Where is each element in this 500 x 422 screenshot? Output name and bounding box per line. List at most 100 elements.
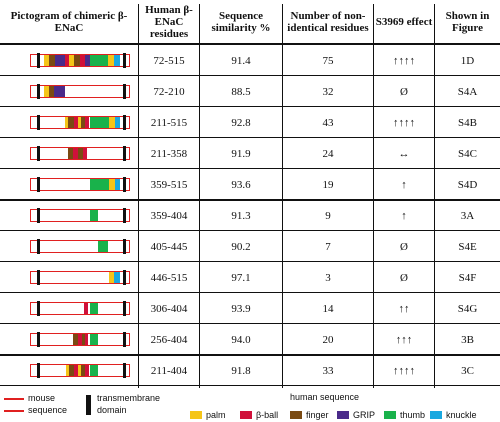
- chimera-pictogram: [30, 363, 130, 378]
- segment-beta-ball: [85, 365, 89, 376]
- legend-item-knuckle: knuckle: [430, 410, 477, 420]
- segment-thumb: [90, 334, 98, 345]
- cell-nonidentical: 33: [322, 364, 334, 377]
- segment-thumb: [90, 210, 98, 221]
- segment-palm: [44, 55, 49, 66]
- segment-palm: [66, 365, 69, 376]
- segment-finger: [78, 148, 83, 159]
- table-row: 72-210 88.5 32 Ø S4A: [0, 76, 500, 107]
- segment-finger: [81, 365, 85, 376]
- legend-item-beta-ball: β-ball: [240, 410, 278, 420]
- table-row: 72-515 91.4 75 ↑↑↑↑ 1D: [0, 45, 500, 76]
- header-effect: S3969 effect: [375, 16, 433, 28]
- table-row: 446-515 97.1 3 Ø S4F: [0, 262, 500, 293]
- cell-figure: 3A: [460, 209, 475, 222]
- cell-figure: 1D: [460, 54, 475, 67]
- cell-nonidentical: 9: [325, 209, 331, 222]
- cell-nonidentical: 14: [322, 302, 334, 315]
- transmembrane-marker: [123, 177, 126, 192]
- transmembrane-marker: [37, 53, 40, 68]
- segment-knuckle: [115, 117, 120, 128]
- header-figure: Shown in Figure: [445, 10, 490, 34]
- segment-beta-ball: [83, 148, 87, 159]
- transmembrane-marker: [123, 115, 126, 130]
- header-similarity: Sequence similarity %: [211, 10, 271, 34]
- cell-figure: S4F: [458, 271, 477, 284]
- transmembrane-marker: [37, 84, 40, 99]
- cell-similarity: 94.0: [231, 333, 251, 346]
- row-divider: [0, 199, 500, 201]
- legend-swatch: [337, 411, 349, 419]
- segment-thumb: [90, 365, 98, 376]
- table-row: 211-358 91.9 24 ↔ S4C: [0, 138, 500, 169]
- column-divider: [434, 4, 435, 388]
- cell-similarity: 91.8: [231, 364, 251, 377]
- row-divider: [0, 75, 500, 76]
- chimera-pictogram: [30, 270, 130, 285]
- table-row: 211-404 91.8 33 ↑↑↑↑ 3C: [0, 355, 500, 386]
- segment-beta-ball: [65, 55, 69, 66]
- cell-effect: Ø: [400, 271, 408, 284]
- segment-beta-ball: [73, 148, 78, 159]
- cell-figure: 3C: [461, 364, 474, 377]
- segment-palm: [69, 55, 74, 66]
- cell-residues: 306-404: [150, 302, 188, 315]
- row-divider: [0, 385, 500, 386]
- segment-finger: [49, 86, 54, 97]
- segment-grip: [55, 55, 65, 66]
- transmembrane-marker: [37, 363, 40, 378]
- row-divider: [0, 323, 500, 324]
- transmembrane-marker: [37, 270, 40, 285]
- table-row: 256-404 94.0 20 ↑↑↑ 3B: [0, 324, 500, 355]
- cell-residues: 256-404: [150, 333, 188, 346]
- table-row: 359-404 91.3 9 ↑ 3A: [0, 200, 500, 231]
- cell-nonidentical: 43: [322, 116, 334, 129]
- segment-finger: [74, 55, 80, 66]
- cell-residues: 359-515: [150, 178, 188, 191]
- chimera-table: Pictogram of chimeric β-ENaC Human β-ENa…: [0, 4, 500, 388]
- cell-effect: ↑↑↑↑: [393, 54, 415, 67]
- column-divider: [282, 4, 283, 388]
- segment-thumb: [90, 117, 109, 128]
- cell-figure: S4D: [457, 178, 478, 191]
- segment-finger: [69, 365, 74, 376]
- legend-item-palm: palm: [190, 410, 226, 420]
- segment-palm: [109, 179, 115, 190]
- cell-residues: 211-358: [150, 147, 188, 160]
- cell-similarity: 93.9: [231, 302, 251, 315]
- table-row: 211-515 92.8 43 ↑↑↑↑ S4B: [0, 107, 500, 138]
- segment-palm: [44, 86, 49, 97]
- header-divider: [0, 43, 500, 45]
- transmembrane-marker: [123, 270, 126, 285]
- cell-residues: 359-404: [150, 209, 188, 222]
- legend-item-finger: finger: [290, 410, 329, 420]
- transmembrane-marker: [123, 301, 126, 316]
- segment-grip: [54, 86, 65, 97]
- legend-swatch: [190, 411, 202, 419]
- cell-residues: 72-210: [153, 85, 185, 98]
- segment-finger: [82, 334, 85, 345]
- cell-effect: ↑↑: [398, 302, 410, 315]
- legend-label: GRIP: [353, 410, 376, 420]
- transmembrane-marker: [37, 332, 40, 347]
- segment-beta-ball: [85, 117, 89, 128]
- mouse-sequence-outline: [30, 240, 130, 253]
- segment-beta-ball: [80, 55, 85, 66]
- cell-residues: 446-515: [150, 271, 188, 284]
- chimera-pictogram: [30, 208, 130, 223]
- transmembrane-marker: [123, 208, 126, 223]
- row-divider: [0, 168, 500, 169]
- segment-finger: [49, 55, 55, 66]
- legend-swatch: [240, 411, 252, 419]
- header-pictogram: Pictogram of chimeric β-ENaC: [10, 10, 128, 34]
- cell-similarity: 91.4: [231, 54, 251, 67]
- chimera-pictogram: [30, 332, 130, 347]
- table-row: 359-515 93.6 19 ↑ S4D: [0, 169, 500, 200]
- segment-palm: [109, 117, 115, 128]
- cell-effect: ↔: [398, 147, 410, 160]
- transmembrane-marker: [37, 146, 40, 161]
- chimera-pictogram: [30, 53, 130, 68]
- segment-beta-ball: [78, 334, 82, 345]
- segment-beta-ball: [85, 334, 88, 345]
- cell-effect: Ø: [400, 240, 408, 253]
